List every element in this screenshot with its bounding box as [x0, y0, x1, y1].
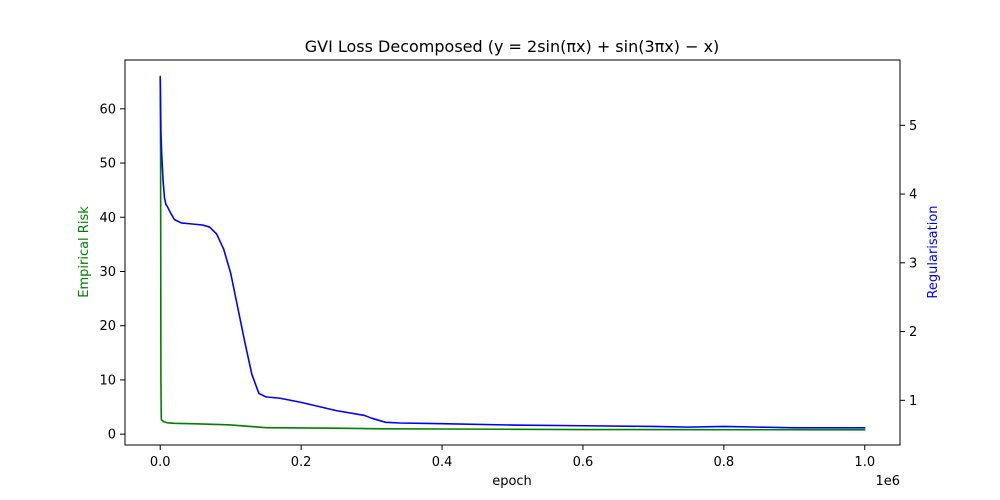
- x-axis-ticks: 0.0 0.2 0.4 0.6 0.8 1.0: [150, 445, 875, 470]
- regularisation-line: [159, 76, 866, 429]
- series-layer: [159, 75, 866, 431]
- y-right-tick-label: 3: [909, 256, 917, 271]
- x-tick-label: 0.6: [573, 455, 594, 470]
- y-left-tick-label: 50: [99, 157, 116, 172]
- x-tick-label: 0.0: [150, 455, 171, 470]
- empirical-risk-line: [159, 75, 866, 431]
- y-left-tick-label: 0: [108, 428, 116, 443]
- y-left-tick-label: 20: [99, 319, 116, 334]
- chart-title: GVI Loss Decomposed (y = 2sin(πx) + sin(…: [305, 37, 720, 56]
- x-axis-label: epoch: [492, 474, 532, 489]
- plot-frame: [124, 59, 901, 446]
- x-tick-label: 0.8: [714, 455, 735, 470]
- y-left-axis-label: Empirical Risk: [77, 206, 92, 298]
- y-right-tick-label: 4: [909, 188, 917, 203]
- x-tick-label: 0.4: [432, 455, 453, 470]
- y-left-tick-label: 30: [99, 265, 116, 280]
- y-right-tick-label: 5: [909, 119, 917, 134]
- y-left-tick-label: 40: [99, 211, 116, 226]
- y-right-axis-ticks: 1 2 3 4 5: [900, 119, 917, 409]
- y-left-tick-label: 60: [99, 102, 116, 117]
- y-right-tick-label: 1: [909, 394, 917, 409]
- x-tick-label: 1.0: [854, 455, 875, 470]
- y-right-axis-label: Regularisation: [926, 205, 941, 298]
- y-right-tick-label: 2: [909, 325, 917, 340]
- x-axis-offset-label: 1e6: [875, 474, 900, 489]
- y-left-tick-label: 10: [99, 373, 116, 388]
- y-left-axis-ticks: 0 10 20 30 40 50 60: [99, 102, 125, 443]
- x-tick-label: 0.2: [291, 455, 312, 470]
